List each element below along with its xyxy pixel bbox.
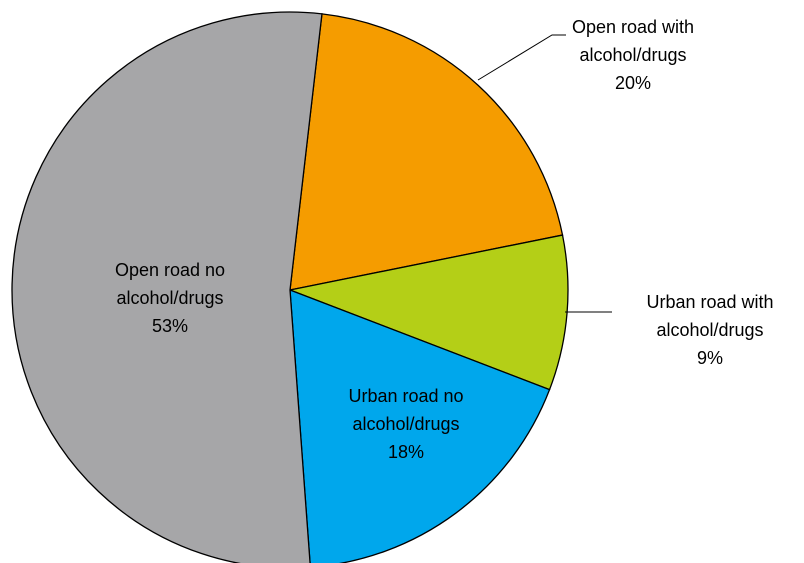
pie-slice <box>11 11 323 563</box>
pie-slice <box>289 13 564 291</box>
slice-label: Open road no alcohol/drugs 53% <box>90 256 250 340</box>
value-label: 9% <box>696 348 723 368</box>
slices <box>11 11 569 563</box>
leader-line <box>477 34 566 81</box>
slice-label: Urban road no alcohol/drugs 18% <box>326 382 486 466</box>
slice-label: Open road with alcohol/drugs 20% <box>553 13 713 97</box>
pie-slice <box>287 234 569 391</box>
value-label: 20% <box>614 73 652 93</box>
value-label: 53% <box>151 316 189 336</box>
category-label: Urban road no alcohol/drugs <box>348 386 464 434</box>
value-label: 18% <box>387 442 425 462</box>
slice-label: Urban road with alcohol/drugs 9% <box>630 288 790 372</box>
category-label: Open road no alcohol/drugs <box>114 260 226 308</box>
category-label: Urban road with alcohol/drugs <box>646 292 774 340</box>
category-label: Open road with alcohol/drugs <box>571 17 695 65</box>
